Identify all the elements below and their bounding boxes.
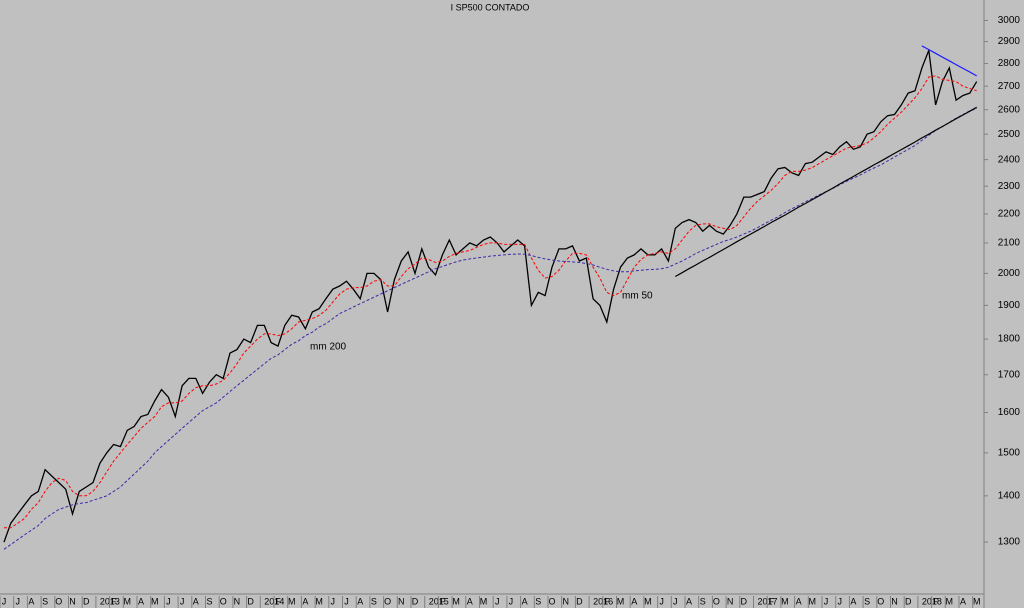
x-tick-label: A — [686, 596, 692, 606]
x-tick-label: M — [781, 596, 789, 606]
y-tick-label: 2500 — [998, 129, 1021, 140]
x-tick-label: J — [824, 596, 829, 606]
x-tick-label: M — [973, 596, 981, 606]
x-tick-label: A — [631, 596, 637, 606]
annotation: mm 200 — [310, 342, 347, 353]
x-tick-label: O — [713, 596, 720, 606]
x-tick-label: N — [69, 596, 76, 606]
x-tick-label: F — [111, 596, 117, 606]
x-tick-label: S — [535, 596, 541, 606]
x-tick-label: O — [384, 596, 391, 606]
x-tick-label: J — [15, 596, 20, 606]
y-tick-label: 3000 — [998, 15, 1021, 26]
x-tick-label: A — [193, 596, 199, 606]
y-tick-label: 1700 — [998, 369, 1021, 380]
moving-average — [4, 75, 977, 529]
y-tick-label: 2900 — [998, 36, 1021, 47]
x-tick-label: J — [837, 596, 842, 606]
x-tick-label: M — [315, 596, 323, 606]
x-tick-label: O — [55, 596, 62, 606]
chart-title: I SP500 CONTADO — [451, 2, 530, 12]
y-tick-label: 2100 — [998, 238, 1021, 249]
x-tick-label: A — [302, 596, 308, 606]
y-tick-label: 2800 — [998, 58, 1021, 69]
x-tick-label: D — [576, 596, 583, 606]
x-tick-label: M — [452, 596, 460, 606]
x-tick-label: M — [946, 596, 954, 606]
x-tick-label: N — [562, 596, 569, 606]
x-tick-label: S — [700, 596, 706, 606]
y-tick-label: 2600 — [998, 104, 1021, 115]
x-tick-label: J — [180, 596, 185, 606]
y-tick-label: 1600 — [998, 407, 1021, 418]
x-tick-label: M — [644, 596, 652, 606]
x-tick-label: D — [83, 596, 90, 606]
x-tick-label: D — [741, 596, 748, 606]
x-tick-label: N — [727, 596, 734, 606]
x-tick-label: O — [220, 596, 227, 606]
moving-average — [3, 108, 977, 550]
x-tick-label: O — [548, 596, 555, 606]
x-tick-label: M — [288, 596, 296, 606]
x-tick-label: M — [124, 596, 132, 606]
x-tick-label: J — [166, 596, 171, 606]
y-tick-label: 1500 — [998, 447, 1021, 458]
x-tick-label: N — [398, 596, 405, 606]
x-tick-label: J — [659, 596, 664, 606]
x-tick-label: A — [28, 596, 34, 606]
x-tick-label: J — [331, 596, 336, 606]
y-tick-label: 2400 — [998, 154, 1021, 165]
x-tick-label: M — [480, 596, 488, 606]
x-tick-label: A — [850, 596, 856, 606]
x-tick-label: S — [42, 596, 48, 606]
x-tick-label: S — [206, 596, 212, 606]
x-tick-label: S — [864, 596, 870, 606]
x-tick-label: F — [933, 596, 939, 606]
x-tick-label: F — [440, 596, 446, 606]
x-tick-label: J — [495, 596, 500, 606]
x-tick-label: F — [275, 596, 281, 606]
x-tick-label: M — [809, 596, 817, 606]
x-tick-label: A — [796, 596, 802, 606]
y-tick-label: 1800 — [998, 334, 1021, 345]
price-line — [3, 50, 978, 543]
x-tick-label: A — [467, 596, 473, 606]
y-tick-label: 1300 — [998, 537, 1021, 548]
y-tick-label: 2700 — [998, 81, 1021, 92]
x-tick-label: S — [371, 596, 377, 606]
x-tick-label: A — [960, 596, 966, 606]
x-tick-label: N — [234, 596, 241, 606]
x-tick-label: D — [412, 596, 419, 606]
annotation: mm 50 — [622, 291, 653, 302]
y-tick-label: 1900 — [998, 300, 1021, 311]
x-tick-label: N — [891, 596, 898, 606]
trend-line — [921, 45, 977, 77]
x-tick-label: F — [768, 596, 774, 606]
y-tick-label: 2000 — [998, 268, 1021, 279]
x-tick-label: J — [2, 596, 7, 606]
y-tick-label: 1400 — [998, 490, 1021, 501]
x-tick-label: D — [905, 596, 912, 606]
x-tick-label: O — [877, 596, 884, 606]
x-tick-label: A — [138, 596, 144, 606]
x-tick-label: J — [673, 596, 678, 606]
x-tick-label: M — [151, 596, 159, 606]
y-tick-label: 2200 — [998, 209, 1021, 220]
x-tick-label: F — [604, 596, 610, 606]
y-tick-label: 2300 — [998, 181, 1021, 192]
trend-line — [675, 106, 977, 278]
x-tick-label: M — [617, 596, 625, 606]
x-tick-label: J — [509, 596, 514, 606]
x-tick-label: D — [247, 596, 254, 606]
x-tick-label: A — [357, 596, 363, 606]
x-tick-label: J — [344, 596, 349, 606]
x-tick-label: A — [522, 596, 528, 606]
